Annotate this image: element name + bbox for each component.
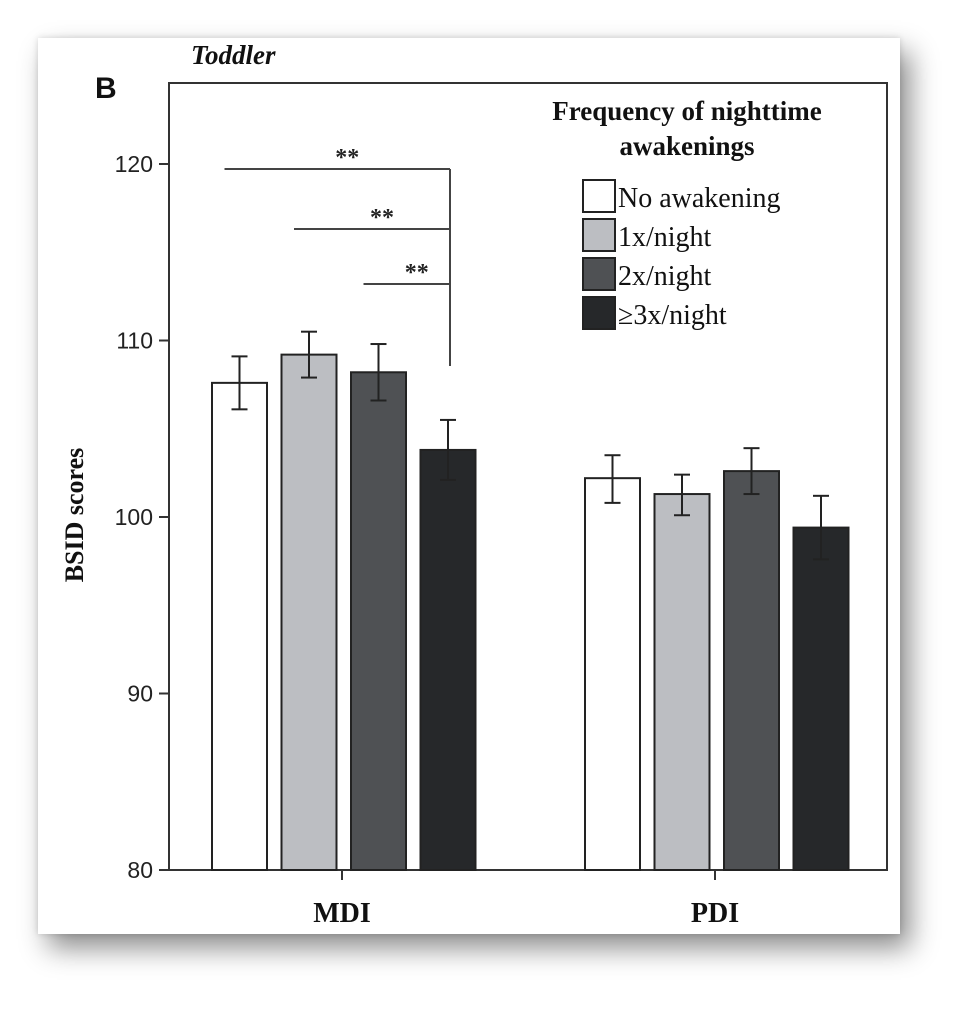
y-axis-label: BSID scores: [60, 448, 89, 583]
bars-layer: [211, 353, 850, 871]
figure-subtitle: Toddler: [191, 40, 276, 70]
bar-mdi-2: [350, 371, 407, 871]
legend-title-line-0: Frequency of nighttime: [552, 96, 821, 126]
legend-swatch-3: [582, 296, 616, 330]
legend-swatch-0: [582, 179, 616, 213]
significance-layer: ** ** **: [224, 145, 451, 366]
bar-pdi-3: [792, 526, 850, 871]
plot-area-border: [168, 82, 888, 871]
significance-label-2: **: [405, 260, 429, 286]
bar-pdi-2: [723, 470, 780, 871]
x-tick-label-pdi: PDI: [691, 898, 739, 929]
y-axis: 80 90 100 110 120: [115, 151, 169, 883]
y-tick-label-110: 110: [116, 328, 153, 354]
legend-label-1: 1x/night: [618, 222, 712, 253]
legend-swatch-1: [582, 218, 616, 252]
legend-title-line-1: awakenings: [619, 131, 754, 161]
bar-mdi-3: [419, 448, 477, 871]
x-tick-label-mdi: MDI: [313, 898, 371, 929]
legend-swatch-2: [582, 257, 616, 291]
error-bars-layer: [231, 330, 829, 561]
bar-pdi-0: [584, 477, 641, 871]
bar-mdi-0: [211, 381, 268, 871]
bar-pdi-1: [653, 493, 711, 871]
x-axis: MDI PDI: [313, 870, 739, 929]
significance-label-1: **: [370, 205, 394, 231]
y-tick-label-80: 80: [127, 857, 153, 883]
figure-frame: Toddler B BSID scores 80 90 100 110 120 ** **…: [38, 38, 900, 934]
legend: Frequency of nighttime awakenings No awake…: [552, 96, 821, 331]
y-tick-label-90: 90: [127, 681, 153, 707]
y-tick-label-120: 120: [115, 151, 153, 177]
legend-label-2: 2x/night: [618, 261, 712, 292]
legend-label-0: No awakening: [618, 183, 781, 214]
panel-label: B: [95, 72, 117, 105]
y-tick-label-100: 100: [115, 504, 153, 530]
significance-label-0: **: [335, 145, 359, 171]
bar-mdi-1: [280, 353, 338, 871]
legend-label-3: ≥3x/night: [618, 300, 727, 331]
